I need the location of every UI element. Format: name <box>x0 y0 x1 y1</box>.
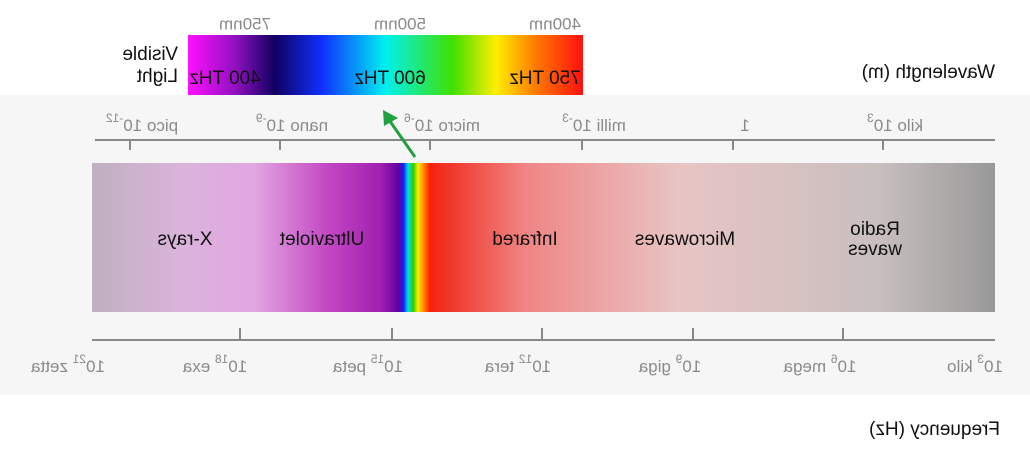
wavelength-tick-label: kilo 103 <box>867 111 923 135</box>
spacer <box>826 357 831 376</box>
frequency-label: 400 THz <box>189 68 260 89</box>
frequency-tick-label: 109 giga <box>638 352 701 376</box>
superscript: -6 <box>404 111 415 125</box>
superscript: -3 <box>562 111 573 125</box>
frequency-label: 750 THz <box>509 68 580 89</box>
tick-text: tera <box>484 357 514 376</box>
tick-text: 10 <box>86 357 105 376</box>
arrow <box>383 110 417 158</box>
axis-title: Wavelength (m) <box>862 62 995 83</box>
tick-text: zetta <box>31 357 68 376</box>
spacer <box>210 357 215 376</box>
spacer <box>671 357 676 376</box>
superscript: 15 <box>370 352 384 366</box>
wavelength-tick-label: micro 10-6 <box>404 111 480 135</box>
wavelength-tick-label: pico 10-12 <box>106 111 179 135</box>
tick-text: 10 <box>573 116 592 135</box>
frequency-tick-label: 1012 tera <box>484 352 551 376</box>
wavelength-tick-label: 1 <box>740 116 749 135</box>
superscript: 3 <box>977 352 984 366</box>
tick-text: mega <box>783 357 826 376</box>
tick-text: 10 <box>123 116 142 135</box>
tick-text: peta <box>332 357 366 376</box>
superscript: 9 <box>675 352 682 366</box>
spacer <box>68 357 73 376</box>
region-label: Microwaves <box>635 229 735 250</box>
superscript: -9 <box>256 111 267 125</box>
frequency-tick-label: 1015 peta <box>332 352 403 376</box>
tick-text: 10 <box>228 357 247 376</box>
region-label: Infrared <box>492 229 557 250</box>
visible-light-bar <box>188 35 583 95</box>
frequency-tick-label: 1018 exa <box>182 352 247 376</box>
tick-text: kilo <box>897 116 923 135</box>
tick-text: 10 <box>384 357 403 376</box>
region-label: waves <box>848 239 903 260</box>
superscript: 3 <box>867 111 874 125</box>
spacer <box>286 116 291 135</box>
superscript: 12 <box>519 352 533 366</box>
region-label: Ultraviolet <box>279 229 364 250</box>
spacer <box>592 116 597 135</box>
region-label: Radio <box>850 219 900 240</box>
tick-text: 10 <box>267 116 286 135</box>
tick-text: nano <box>290 116 328 135</box>
tick-text: 10 <box>682 357 701 376</box>
tick-text: 10 <box>984 357 1003 376</box>
tick-text: 1 <box>740 116 749 135</box>
tick-text: milli <box>597 116 626 135</box>
spacer <box>893 116 898 135</box>
axis-title: Frequency (Hz) <box>869 419 1000 440</box>
tick-text: micro <box>438 116 480 135</box>
spacer <box>973 357 978 376</box>
tick-text: 10 <box>838 357 857 376</box>
tick-text: kilo <box>947 357 973 376</box>
superscript: 21 <box>72 352 86 366</box>
spacer <box>514 357 519 376</box>
superscript: 18 <box>215 352 229 366</box>
tick-text: giga <box>638 357 671 376</box>
visible-light-label: Visible <box>122 44 178 65</box>
tick-text: 10 <box>532 357 551 376</box>
wavelength-label: 400nm <box>529 14 581 33</box>
spectrum-band <box>92 163 995 312</box>
superscript: -12 <box>106 111 124 125</box>
spacer <box>142 116 147 135</box>
tick-text: exa <box>182 357 210 376</box>
spacer <box>366 357 371 376</box>
tick-text: pico <box>147 116 178 135</box>
superscript: 6 <box>831 352 838 366</box>
tick-text: 10 <box>415 116 434 135</box>
frequency-label: 600 THz <box>354 68 425 89</box>
region-label: X-rays <box>158 229 213 250</box>
wavelength-tick-label: nano 10-9 <box>256 111 328 135</box>
spacer <box>434 116 439 135</box>
frequency-tick-label: 106 mega <box>783 352 856 376</box>
tick-text: 10 <box>874 116 893 135</box>
wavelength-label: 750nm <box>219 14 271 33</box>
frequency-tick-label: 1021 zetta <box>31 352 105 376</box>
visible-light-label: Light <box>136 66 178 87</box>
wavelength-tick-label: milli 10-3 <box>562 111 626 135</box>
frequency-tick-label: 103 kilo <box>947 352 1003 376</box>
wavelength-label: 500nm <box>374 14 426 33</box>
